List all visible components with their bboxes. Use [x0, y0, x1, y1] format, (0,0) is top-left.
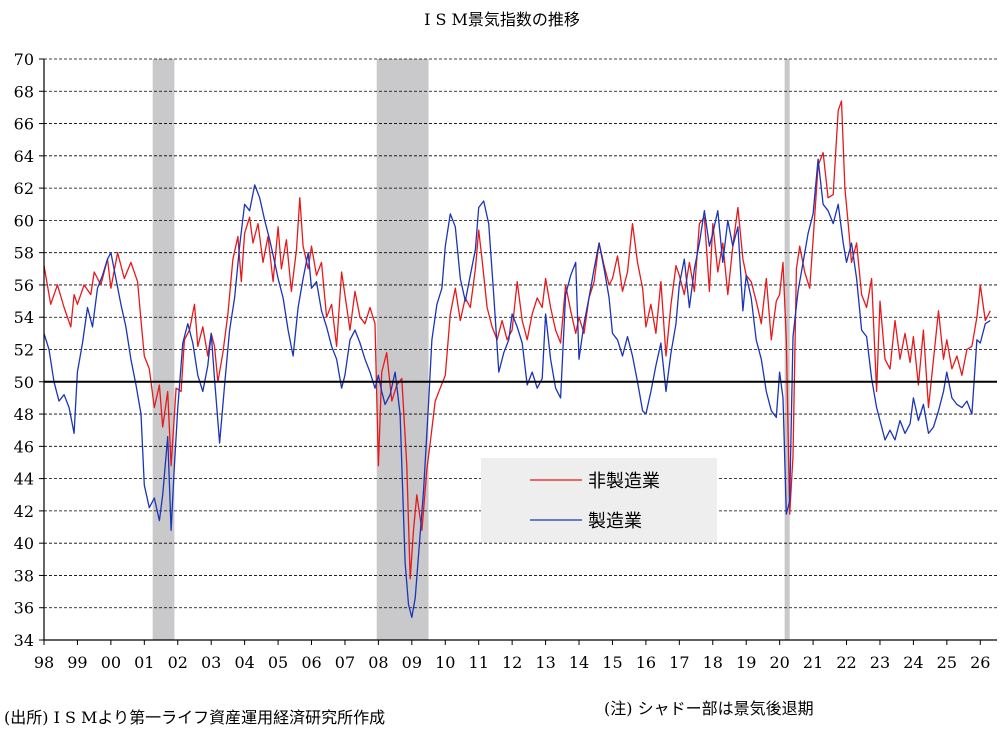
x-tick-label-00: 00 [101, 653, 121, 672]
x-tick-label-12: 12 [502, 653, 522, 672]
x-tick-label-03: 03 [201, 653, 221, 672]
x-tick-label-26: 26 [970, 653, 990, 672]
series-line-non-manufacturing [43, 100, 991, 580]
y-tick-label-44: 44 [14, 470, 34, 489]
x-tick-label-05: 05 [268, 653, 288, 672]
y-tick-label-64: 64 [14, 147, 34, 166]
x-tick-label-13: 13 [535, 653, 555, 672]
y-tick-label-36: 36 [14, 599, 34, 618]
x-tick-label-17: 17 [669, 653, 689, 672]
x-tick-label-10: 10 [435, 653, 455, 672]
source-note: (出所) I S Mより第一ライフ資産運用経済研究所作成 [4, 708, 385, 727]
x-tick-label-20: 20 [769, 653, 789, 672]
y-tick-label-38: 38 [14, 566, 34, 585]
x-tick-label-04: 04 [234, 653, 254, 672]
y-tick-label-60: 60 [14, 211, 34, 230]
y-tick-label-46: 46 [14, 437, 34, 456]
x-tick-label-08: 08 [368, 653, 388, 672]
legend-label-non-manufacturing: 非製造業 [588, 471, 660, 492]
x-tick-label-21: 21 [803, 653, 823, 672]
y-tick-label-56: 56 [14, 276, 34, 295]
x-tick-label-09: 09 [402, 653, 422, 672]
y-tick-label-52: 52 [14, 341, 34, 360]
x-tick-label-24: 24 [903, 653, 923, 672]
recession-shade-1 [152, 59, 175, 640]
x-tick-label-15: 15 [602, 653, 622, 672]
y-tick-label-58: 58 [14, 244, 34, 263]
x-tick-label-99: 99 [67, 653, 87, 672]
series-line-manufacturing [43, 158, 991, 619]
x-tick-label-07: 07 [335, 653, 355, 672]
y-tick-label-70: 70 [14, 50, 34, 69]
x-tick-label-19: 19 [736, 653, 756, 672]
x-tick-label-16: 16 [636, 653, 656, 672]
x-tick-label-98: 98 [34, 653, 54, 672]
y-tick-label-50: 50 [14, 373, 34, 392]
y-tick-label-62: 62 [14, 179, 34, 198]
x-tick-label-25: 25 [937, 653, 957, 672]
y-tick-label-34: 34 [14, 631, 34, 650]
legend: 非製造業 製造業 [481, 458, 717, 542]
y-tick-label-40: 40 [14, 534, 34, 553]
x-tick-label-11: 11 [469, 653, 489, 672]
legend-label-manufacturing: 製造業 [588, 511, 642, 532]
y-tick-label-54: 54 [14, 308, 34, 327]
x-tick-label-02: 02 [168, 653, 188, 672]
x-tick-label-23: 23 [870, 653, 890, 672]
chart-title: I S M景気指数の推移 [424, 10, 580, 29]
axes [39, 58, 997, 645]
x-tick-label-18: 18 [703, 653, 723, 672]
recession-shade-3 [784, 59, 790, 640]
x-tick-label-14: 14 [569, 653, 589, 672]
y-tick-label-48: 48 [14, 405, 34, 424]
y-tick-label-42: 42 [14, 502, 34, 521]
x-tick-label-06: 06 [301, 653, 321, 672]
y-tick-label-68: 68 [14, 82, 34, 101]
shadow-note: (注) シャドー部は景気後退期 [604, 699, 814, 718]
y-tick-label-66: 66 [14, 115, 34, 134]
x-tick-label-22: 22 [836, 653, 856, 672]
x-tick-label-01: 01 [134, 653, 154, 672]
y-tick-labels: 34 36 38 40 42 44 46 48 50 52 54 56 58 60 62 64 66 68 70 [14, 50, 34, 650]
series-layer [43, 100, 991, 619]
legend-box [481, 458, 717, 542]
x-tick-labels: 98 99 00 01 02 03 04 05 06 07 08 09 10 11 12 13 14 15 16 17… [34, 653, 991, 672]
